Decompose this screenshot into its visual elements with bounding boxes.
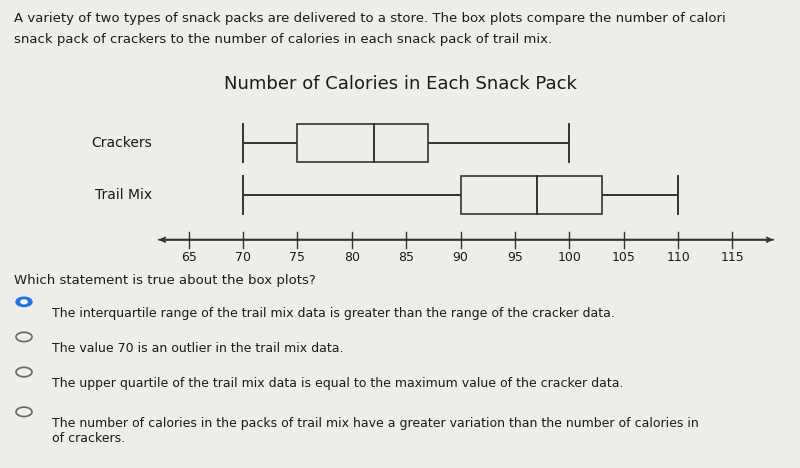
Text: 65: 65 bbox=[181, 251, 197, 264]
Text: The upper quartile of the trail mix data is equal to the maximum value of the cr: The upper quartile of the trail mix data… bbox=[52, 377, 623, 390]
Text: 90: 90 bbox=[453, 251, 469, 264]
Text: Which statement is true about the box plots?: Which statement is true about the box pl… bbox=[14, 274, 316, 287]
Text: The interquartile range of the trail mix data is greater than the range of the c: The interquartile range of the trail mix… bbox=[52, 307, 615, 320]
Text: snack pack of crackers to the number of calories in each snack pack of trail mix: snack pack of crackers to the number of … bbox=[14, 33, 553, 46]
Text: 75: 75 bbox=[290, 251, 306, 264]
Text: 105: 105 bbox=[612, 251, 636, 264]
Text: Crackers: Crackers bbox=[91, 136, 152, 150]
Text: 95: 95 bbox=[507, 251, 523, 264]
Text: 100: 100 bbox=[558, 251, 582, 264]
Text: Number of Calories in Each Snack Pack: Number of Calories in Each Snack Pack bbox=[223, 75, 577, 93]
Text: A variety of two types of snack packs are delivered to a store. The box plots co: A variety of two types of snack packs ar… bbox=[14, 12, 726, 25]
Text: The value 70 is an outlier in the trail mix data.: The value 70 is an outlier in the trail … bbox=[52, 342, 343, 355]
Text: The number of calories in the packs of trail mix have a greater variation than t: The number of calories in the packs of t… bbox=[52, 417, 698, 445]
Text: 70: 70 bbox=[235, 251, 251, 264]
Text: 85: 85 bbox=[398, 251, 414, 264]
Bar bbox=[298, 124, 428, 161]
Text: 115: 115 bbox=[721, 251, 744, 264]
Text: 110: 110 bbox=[666, 251, 690, 264]
Bar bbox=[461, 176, 602, 214]
Text: Trail Mix: Trail Mix bbox=[95, 188, 152, 202]
Text: 80: 80 bbox=[344, 251, 360, 264]
